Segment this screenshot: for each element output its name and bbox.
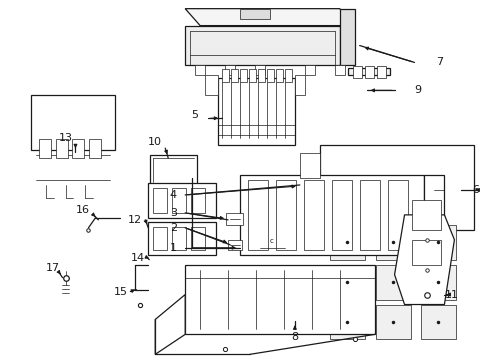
Text: 1: 1 <box>169 243 176 253</box>
Bar <box>359 180 379 250</box>
Bar <box>421 225 455 260</box>
Text: 10: 10 <box>148 137 162 147</box>
Bar <box>319 145 473 230</box>
Polygon shape <box>334 66 344 75</box>
Polygon shape <box>218 78 294 145</box>
Bar <box>329 225 364 260</box>
Bar <box>204 75 218 95</box>
Bar <box>230 69 238 82</box>
Bar <box>266 69 273 82</box>
Polygon shape <box>304 66 314 75</box>
Bar <box>247 180 267 250</box>
Polygon shape <box>339 9 354 66</box>
Text: 15: 15 <box>113 287 127 297</box>
Polygon shape <box>155 294 185 354</box>
Bar <box>331 180 351 250</box>
Polygon shape <box>254 66 264 75</box>
Bar <box>191 227 204 250</box>
Polygon shape <box>227 240 242 250</box>
Bar <box>148 183 216 218</box>
Bar <box>375 305 410 339</box>
Bar <box>303 180 323 250</box>
Bar <box>89 139 101 158</box>
Text: 17: 17 <box>45 263 60 273</box>
Bar <box>347 68 389 75</box>
Text: 12: 12 <box>128 215 142 225</box>
Text: 8: 8 <box>291 332 298 342</box>
Bar <box>31 95 115 150</box>
Bar <box>72 139 84 158</box>
Polygon shape <box>185 9 354 26</box>
Bar <box>376 67 385 78</box>
Bar <box>275 69 283 82</box>
Bar <box>285 69 291 82</box>
Bar <box>421 265 455 300</box>
Text: 7: 7 <box>435 58 442 67</box>
Polygon shape <box>424 175 444 260</box>
Text: 4: 4 <box>169 190 176 200</box>
Text: 3: 3 <box>169 208 176 218</box>
Polygon shape <box>394 215 453 305</box>
Text: 11: 11 <box>444 289 457 300</box>
Text: 6: 6 <box>471 185 478 195</box>
Bar <box>39 139 50 158</box>
Bar <box>352 67 361 78</box>
Bar <box>222 69 228 82</box>
Bar <box>375 225 410 260</box>
Bar <box>299 153 319 178</box>
Text: 5: 5 <box>191 110 198 120</box>
Bar <box>387 180 407 250</box>
Bar <box>172 188 186 213</box>
Bar <box>421 305 455 339</box>
Bar <box>329 265 364 300</box>
Polygon shape <box>185 265 374 334</box>
Bar <box>153 227 167 250</box>
Bar <box>191 188 204 213</box>
Text: c: c <box>269 238 273 244</box>
Polygon shape <box>185 26 339 66</box>
Bar <box>148 222 216 255</box>
Bar <box>375 265 410 300</box>
Bar <box>240 69 246 82</box>
Bar <box>294 75 304 95</box>
Polygon shape <box>150 155 197 185</box>
Bar <box>275 180 295 250</box>
Bar <box>56 139 67 158</box>
Bar <box>153 188 167 213</box>
Bar <box>364 67 373 78</box>
Bar <box>248 69 255 82</box>
Bar <box>411 240 441 265</box>
Polygon shape <box>195 66 204 75</box>
Text: 9: 9 <box>413 85 420 95</box>
Bar <box>329 305 364 339</box>
Bar <box>258 69 264 82</box>
Polygon shape <box>225 213 243 225</box>
Polygon shape <box>240 9 269 19</box>
Bar <box>240 175 424 255</box>
Text: 13: 13 <box>59 133 72 143</box>
Text: 14: 14 <box>131 253 145 263</box>
Text: 2: 2 <box>169 223 176 233</box>
Text: 16: 16 <box>75 205 89 215</box>
Bar <box>411 200 441 230</box>
Polygon shape <box>224 66 235 75</box>
Bar <box>172 227 186 250</box>
